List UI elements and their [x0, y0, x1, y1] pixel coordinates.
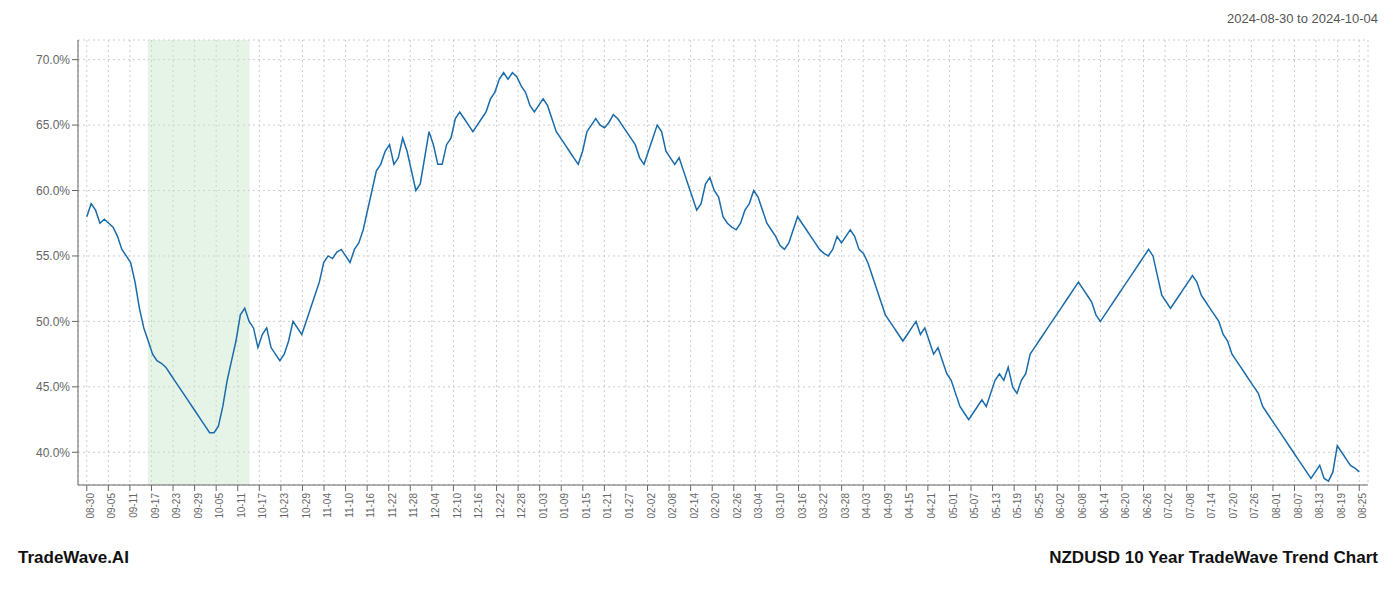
svg-text:07-14: 07-14: [1206, 493, 1217, 519]
svg-text:11-22: 11-22: [387, 493, 398, 518]
svg-text:06-14: 06-14: [1099, 493, 1110, 519]
svg-text:10-11: 10-11: [236, 493, 247, 518]
svg-text:06-20: 06-20: [1120, 493, 1131, 519]
svg-text:04-03: 04-03: [861, 493, 872, 519]
svg-text:65.0%: 65.0%: [36, 118, 70, 132]
svg-text:02-20: 02-20: [710, 493, 721, 519]
svg-text:09-11: 09-11: [128, 493, 139, 518]
svg-text:02-08: 02-08: [667, 493, 678, 519]
svg-text:01-15: 01-15: [581, 493, 592, 519]
svg-text:12-04: 12-04: [430, 493, 441, 519]
svg-text:03-04: 03-04: [753, 493, 764, 519]
svg-text:09-17: 09-17: [150, 493, 161, 519]
svg-text:40.0%: 40.0%: [36, 446, 70, 460]
svg-text:04-09: 04-09: [883, 493, 894, 519]
svg-text:01-03: 01-03: [538, 493, 549, 519]
svg-text:50.0%: 50.0%: [36, 315, 70, 329]
svg-text:10-29: 10-29: [301, 493, 312, 519]
svg-text:07-08: 07-08: [1185, 493, 1196, 519]
svg-text:10-17: 10-17: [257, 493, 268, 519]
svg-text:03-22: 03-22: [818, 493, 829, 519]
svg-text:11-10: 11-10: [344, 493, 355, 518]
svg-text:11-16: 11-16: [365, 493, 376, 518]
svg-text:55.0%: 55.0%: [36, 249, 70, 263]
svg-text:03-16: 03-16: [797, 493, 808, 519]
svg-text:10-23: 10-23: [279, 493, 290, 519]
svg-text:45.0%: 45.0%: [36, 380, 70, 394]
svg-text:05-19: 05-19: [1012, 493, 1023, 519]
svg-text:04-21: 04-21: [926, 493, 937, 519]
svg-text:05-25: 05-25: [1034, 493, 1045, 519]
svg-text:02-02: 02-02: [646, 493, 657, 519]
svg-text:03-10: 03-10: [775, 493, 786, 519]
svg-text:07-02: 07-02: [1163, 493, 1174, 519]
svg-text:08-13: 08-13: [1314, 493, 1325, 519]
svg-text:02-26: 02-26: [732, 493, 743, 519]
svg-text:12-28: 12-28: [516, 493, 527, 519]
svg-text:01-27: 01-27: [624, 493, 635, 519]
svg-text:70.0%: 70.0%: [36, 53, 70, 67]
svg-text:12-16: 12-16: [473, 493, 484, 519]
html-text:TradeWave.AI: TradeWave.AI: [18, 548, 129, 567]
svg-text:10-05: 10-05: [214, 493, 225, 519]
svg-text:08-07: 08-07: [1293, 493, 1304, 519]
svg-text:12-10: 12-10: [452, 493, 463, 519]
svg-text:01-21: 01-21: [602, 493, 613, 519]
svg-text:06-02: 06-02: [1055, 493, 1066, 519]
svg-text:09-23: 09-23: [171, 493, 182, 519]
svg-text:08-30: 08-30: [85, 493, 96, 519]
svg-text:08-19: 08-19: [1336, 493, 1347, 519]
svg-text:09-05: 09-05: [106, 493, 117, 519]
svg-text:05-13: 05-13: [991, 493, 1002, 519]
svg-text:02-14: 02-14: [689, 493, 700, 519]
svg-text:12-22: 12-22: [495, 493, 506, 519]
svg-text:06-26: 06-26: [1142, 493, 1153, 519]
svg-text:04-15: 04-15: [904, 493, 915, 519]
svg-text:05-07: 05-07: [969, 493, 980, 519]
svg-text:05-01: 05-01: [948, 493, 959, 519]
svg-text:08-25: 08-25: [1357, 493, 1368, 519]
svg-text:11-28: 11-28: [408, 493, 419, 518]
svg-text:07-26: 07-26: [1249, 493, 1260, 519]
svg-text:11-04: 11-04: [322, 493, 333, 518]
svg-text:07-20: 07-20: [1228, 493, 1239, 519]
svg-text:06-08: 06-08: [1077, 493, 1088, 519]
svg-text:01-09: 01-09: [559, 493, 570, 519]
svg-text:09-29: 09-29: [193, 493, 204, 519]
svg-text:60.0%: 60.0%: [36, 184, 70, 198]
svg-text:08-01: 08-01: [1271, 493, 1282, 519]
html-text:2024-08-30 to 2024-10-04: 2024-08-30 to 2024-10-04: [1226, 11, 1378, 26]
html-text:NZDUSD 10 Year TradeWave Trend: NZDUSD 10 Year TradeWave Trend Chart: [1049, 548, 1378, 567]
svg-text:03-28: 03-28: [840, 493, 851, 519]
